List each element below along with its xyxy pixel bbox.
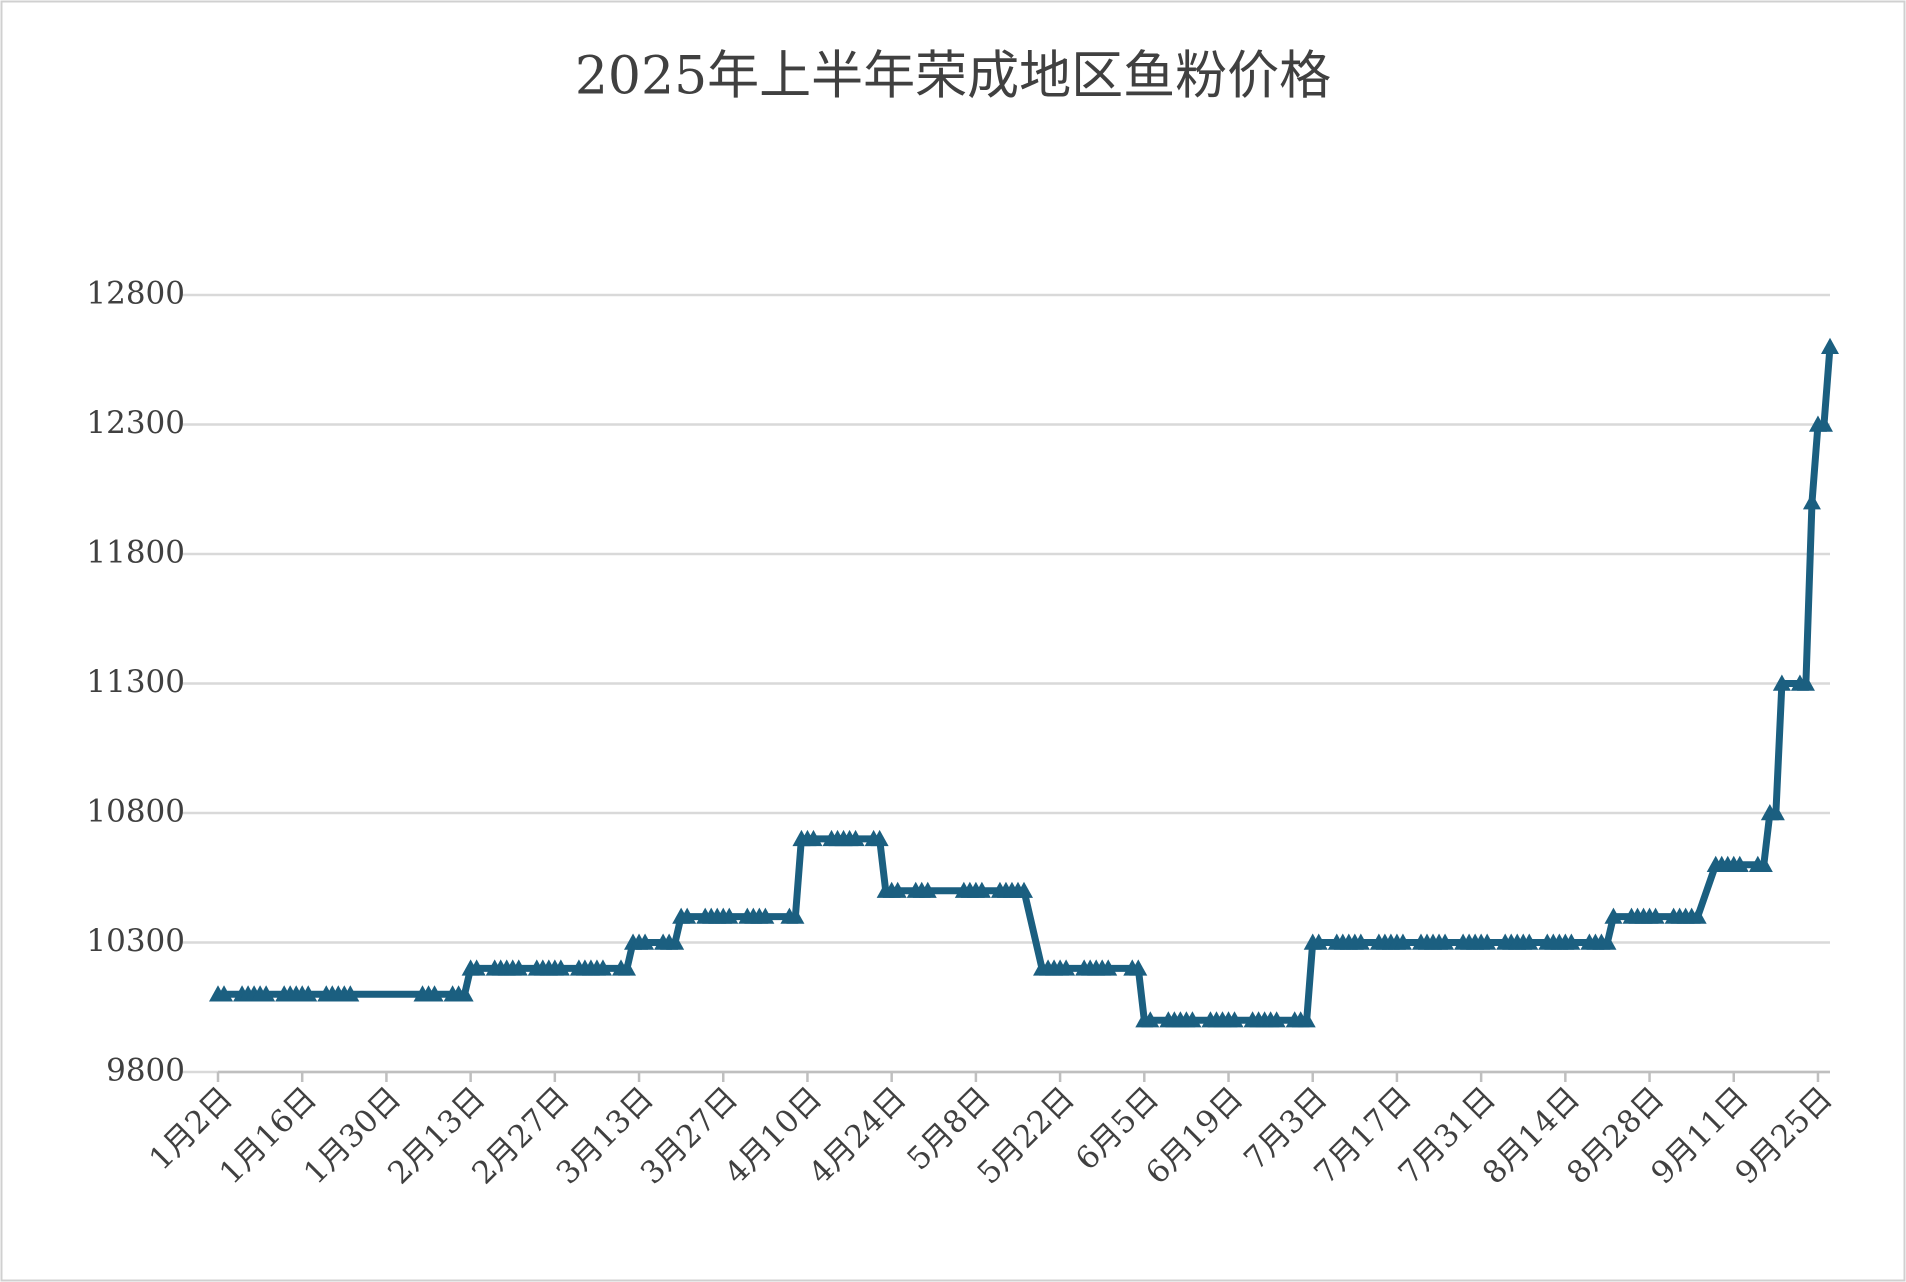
marker [299, 985, 318, 1002]
marker [257, 985, 276, 1002]
marker [1099, 959, 1118, 976]
marker [1754, 855, 1773, 872]
marker [804, 829, 823, 847]
marker [1562, 933, 1581, 950]
marker [1129, 959, 1148, 976]
marker [1183, 1011, 1202, 1028]
y-tick-label: 11300 [86, 664, 185, 700]
marker [666, 933, 685, 950]
marker [215, 985, 234, 1002]
marker [1057, 959, 1076, 976]
marker [1821, 337, 1839, 354]
marker [678, 907, 697, 924]
marker [1646, 907, 1665, 924]
marker [1814, 415, 1833, 432]
marker [972, 881, 991, 898]
marker [918, 881, 937, 898]
marker [1141, 1011, 1160, 1028]
marker [1393, 933, 1412, 950]
marker [1267, 1011, 1286, 1028]
y-tick-label: 12800 [86, 276, 185, 312]
marker [1015, 881, 1033, 898]
marker [1351, 933, 1370, 950]
y-tick-label: 10300 [86, 923, 185, 959]
marker [1309, 933, 1328, 950]
marker [1225, 1011, 1244, 1028]
marker [786, 907, 805, 924]
y-tick-label: 12300 [86, 405, 185, 441]
marker [1436, 933, 1455, 950]
marker [618, 959, 637, 976]
marker [1730, 855, 1749, 872]
marker [1766, 804, 1785, 821]
chart-title: 2025年上半年荣成地区鱼粉价格 [575, 47, 1331, 107]
marker [593, 959, 612, 976]
marker [425, 985, 444, 1002]
marker [1796, 674, 1815, 691]
marker [636, 933, 655, 950]
y-tick-label: 11800 [86, 535, 185, 571]
marker [551, 959, 570, 976]
marker [509, 959, 528, 976]
marker [1772, 674, 1791, 691]
marker [1297, 1011, 1316, 1028]
y-tick-label: 9800 [106, 1053, 185, 1089]
y-tick-label: 10800 [86, 794, 185, 830]
marker [846, 829, 865, 847]
marker [870, 829, 889, 847]
marker [756, 907, 775, 924]
marker [1802, 493, 1821, 510]
marker [1688, 907, 1707, 924]
marker [1598, 933, 1617, 950]
marker [467, 959, 486, 976]
marker [1478, 933, 1497, 950]
marker [888, 881, 907, 898]
marker [720, 907, 739, 924]
marker [455, 985, 474, 1002]
marker [1520, 933, 1539, 950]
marker [341, 985, 360, 1002]
marker [1604, 907, 1623, 924]
